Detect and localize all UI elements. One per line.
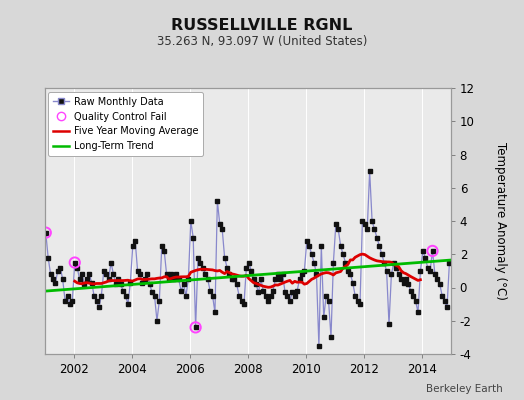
Point bbox=[71, 259, 79, 266]
Point bbox=[428, 248, 436, 254]
Legend: Raw Monthly Data, Quality Control Fail, Five Year Moving Average, Long-Term Tren: Raw Monthly Data, Quality Control Fail, … bbox=[48, 92, 203, 156]
Point bbox=[191, 324, 200, 330]
Text: Berkeley Earth: Berkeley Earth bbox=[427, 384, 503, 394]
Y-axis label: Temperature Anomaly (°C): Temperature Anomaly (°C) bbox=[494, 142, 507, 300]
Point bbox=[41, 230, 50, 236]
Text: RUSSELLVILLE RGNL: RUSSELLVILLE RGNL bbox=[171, 18, 353, 34]
Text: 35.263 N, 93.097 W (United States): 35.263 N, 93.097 W (United States) bbox=[157, 36, 367, 48]
